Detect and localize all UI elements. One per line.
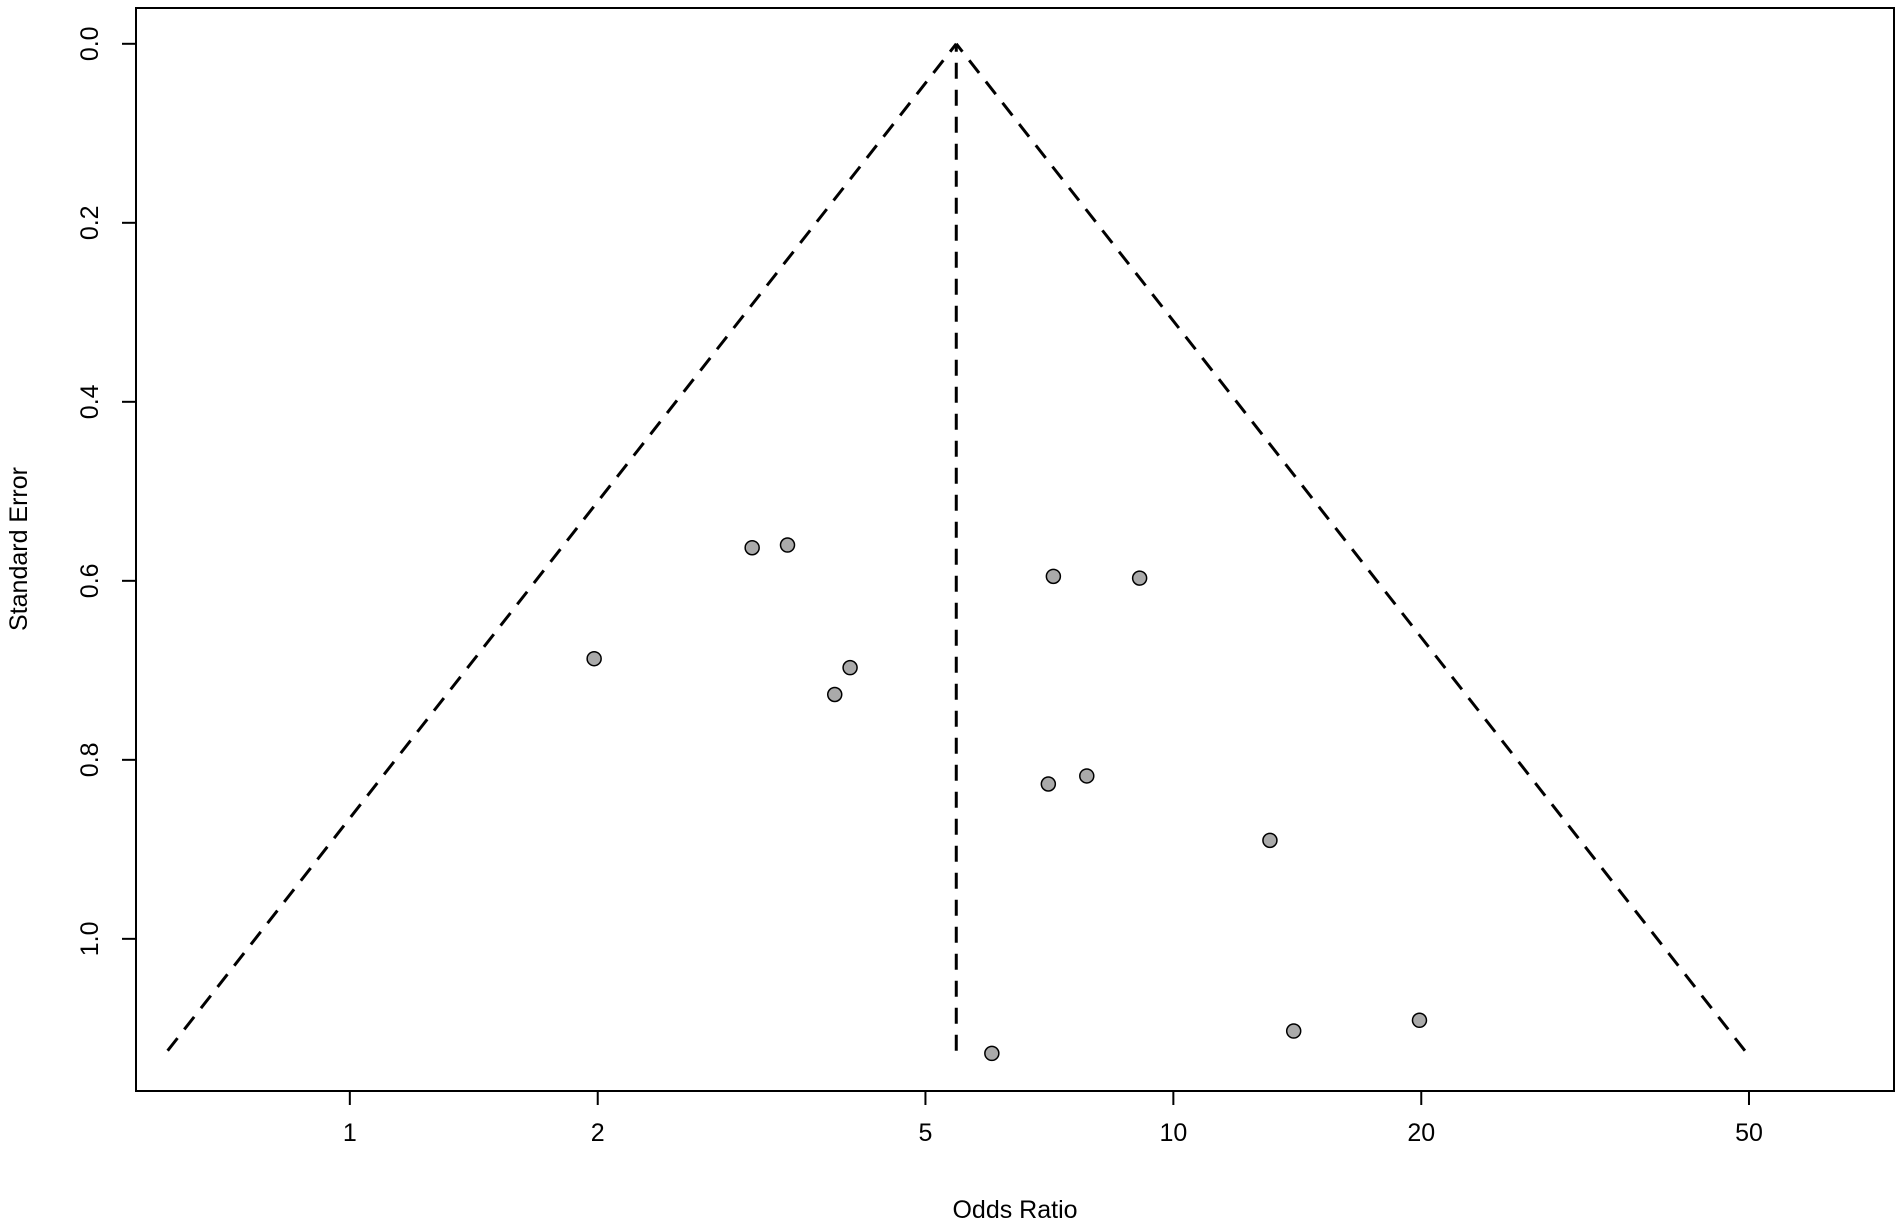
data-point <box>1411 1012 1428 1029</box>
data-point <box>1079 768 1095 784</box>
x-tick-label: 1 <box>343 1119 357 1147</box>
data-point <box>586 650 602 667</box>
plot-frame <box>135 7 1895 1092</box>
funnel-lines <box>166 42 1747 1052</box>
data-points <box>586 537 1428 1062</box>
y-axis-title: Standard Error <box>5 467 33 631</box>
y-tick-label: 0.6 <box>76 563 104 598</box>
data-point <box>779 537 796 553</box>
data-point <box>744 539 760 556</box>
y-tick-label: 0.4 <box>76 384 104 419</box>
y-tick-label: 0.8 <box>76 742 104 777</box>
x-tick-label: 20 <box>1407 1119 1435 1147</box>
funnel-right-boundary <box>955 42 1747 1052</box>
data-point <box>1285 1023 1302 1039</box>
x-axis-title: Odds Ratio <box>952 1196 1077 1224</box>
y-tick-label: 1.0 <box>76 921 104 956</box>
data-point <box>1262 832 1278 849</box>
funnel-left-boundary <box>166 42 958 1052</box>
data-point <box>1040 776 1057 792</box>
data-point <box>1131 570 1148 586</box>
data-point <box>1045 568 1062 585</box>
y-tick-label: 0.2 <box>76 205 104 240</box>
data-point <box>984 1045 1000 1062</box>
data-point <box>826 686 843 703</box>
y-tick-label: 0.0 <box>76 26 104 61</box>
y-axis: 0.0 0.2 0.4 0.6 0.8 1.0 <box>76 26 137 956</box>
x-tick-label: 50 <box>1735 1119 1763 1147</box>
data-point <box>842 659 858 676</box>
x-axis: 1 2 5 10 20 50 <box>343 1090 1763 1147</box>
x-tick-label: 5 <box>918 1119 932 1147</box>
x-tick-label: 10 <box>1159 1119 1187 1147</box>
x-tick-label: 2 <box>591 1119 605 1147</box>
